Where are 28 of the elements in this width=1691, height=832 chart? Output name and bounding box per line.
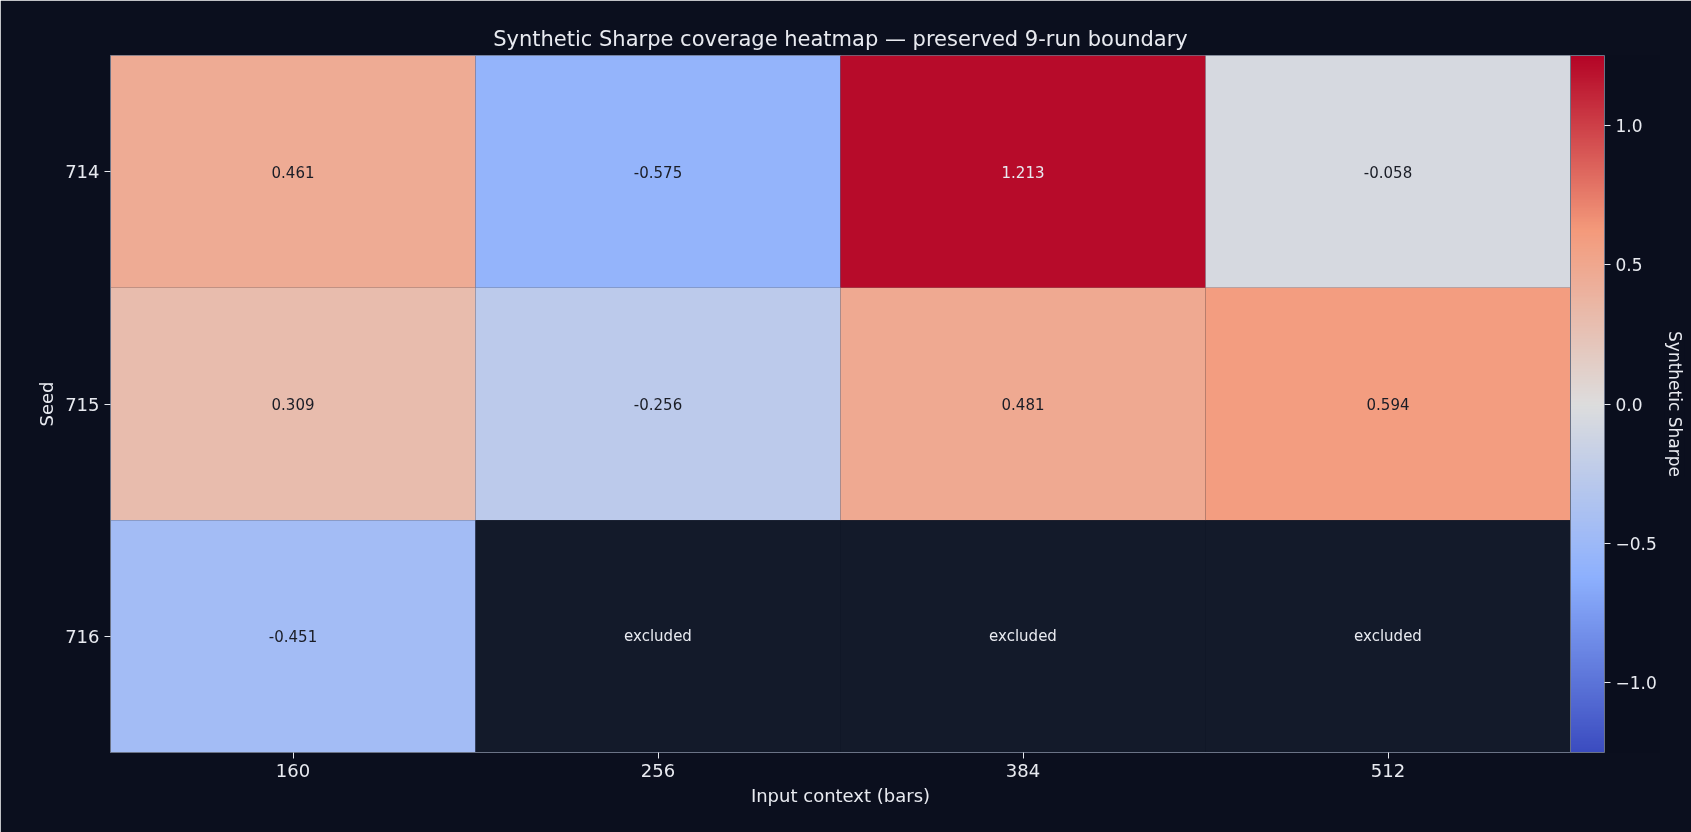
- text: excluded: [624, 627, 692, 646]
- text: excluded: [1354, 627, 1422, 646]
- color-bar-title: Synthetic Sharpe: [1664, 331, 1685, 477]
- y-tick-label: 716: [65, 625, 100, 647]
- data-label: 0.481: [1001, 396, 1045, 414]
- color-bar-label: −0.5: [1615, 533, 1657, 554]
- color-bar-label: 0.5: [1615, 255, 1643, 276]
- data-label: -0.575: [633, 163, 683, 182]
- data-label: 0.594: [1366, 396, 1410, 414]
- x-tick-label: 384: [1005, 759, 1041, 781]
- x-axis-title: Input context (bars): [750, 784, 931, 806]
- color-bar-label: 0.0: [1615, 394, 1643, 415]
- x-tick-label: 512: [1370, 759, 1406, 781]
- color-bar-label: −1.0: [1615, 673, 1657, 694]
- x-tick-label: 256: [640, 759, 676, 781]
- data-label: -0.256: [633, 396, 683, 414]
- data-label: 1.213: [1001, 163, 1045, 182]
- y-tick-label: 714: [65, 161, 100, 183]
- y-axis-title: Seed: [36, 381, 58, 427]
- color-bar-label: 1.0: [1615, 115, 1643, 136]
- chart-title: Synthetic Sharpe coverage heatmap — preserved 9-run boundary: [493, 26, 1188, 51]
- text: excluded: [989, 627, 1057, 646]
- data-label: -0.451: [268, 628, 318, 647]
- data-label: -0.058: [1363, 163, 1413, 182]
- data-label: 0.309: [271, 396, 315, 414]
- data-label: 0.461: [271, 163, 315, 182]
- x-tick-label: 160: [275, 759, 311, 781]
- y-tick-label: 715: [65, 393, 100, 415]
